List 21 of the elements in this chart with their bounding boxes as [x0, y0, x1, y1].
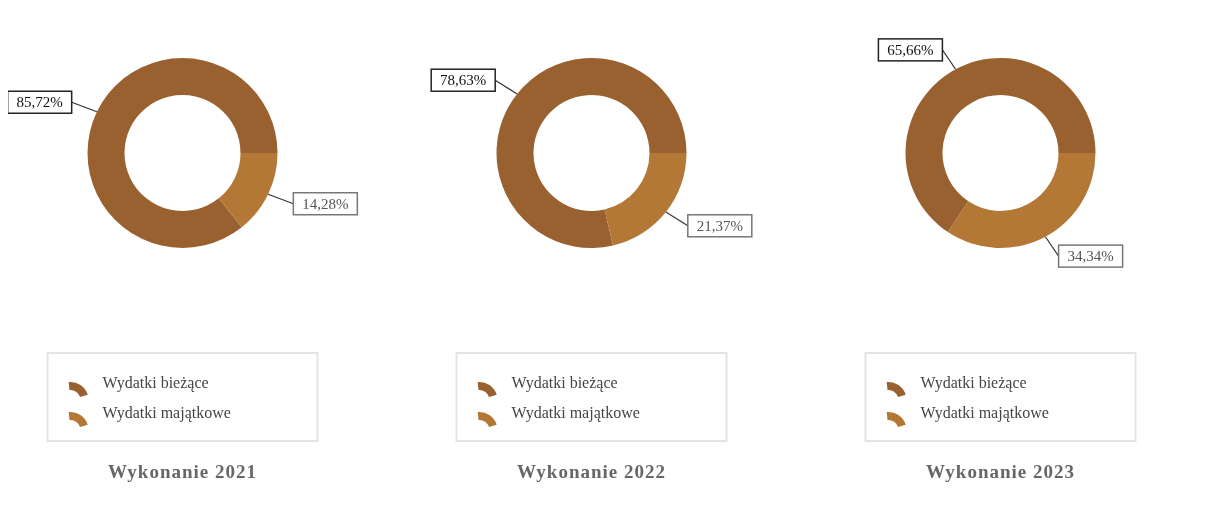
donut-slice — [218, 153, 278, 228]
legend-label: Wydatki majątkowe — [511, 404, 640, 422]
data-label: 65,66% — [887, 41, 934, 58]
data-label: 78,63% — [440, 72, 487, 89]
data-label: 85,72% — [16, 94, 63, 111]
data-label: 34,34% — [1067, 248, 1114, 265]
text: Wykonanie 2022 — [517, 461, 666, 482]
donut-slice — [496, 58, 687, 248]
legend-label: Wydatki bieżące — [920, 374, 1027, 392]
donut-slice — [947, 153, 1096, 248]
text: Wykonanie 2021 — [108, 461, 257, 482]
legend-label: Wydatki bieżące — [511, 374, 618, 392]
donut-slice — [905, 58, 1096, 233]
data-label: 14,28% — [302, 195, 349, 212]
data-label: 21,37% — [696, 217, 743, 234]
donut-slice — [87, 58, 278, 248]
donut-slice — [604, 153, 687, 246]
legend-label: Wydatki majątkowe — [102, 404, 231, 422]
legend-label: Wydatki bieżące — [102, 374, 209, 392]
legend-label: Wydatki majątkowe — [920, 404, 1049, 422]
text: Wykonanie 2023 — [926, 461, 1075, 482]
